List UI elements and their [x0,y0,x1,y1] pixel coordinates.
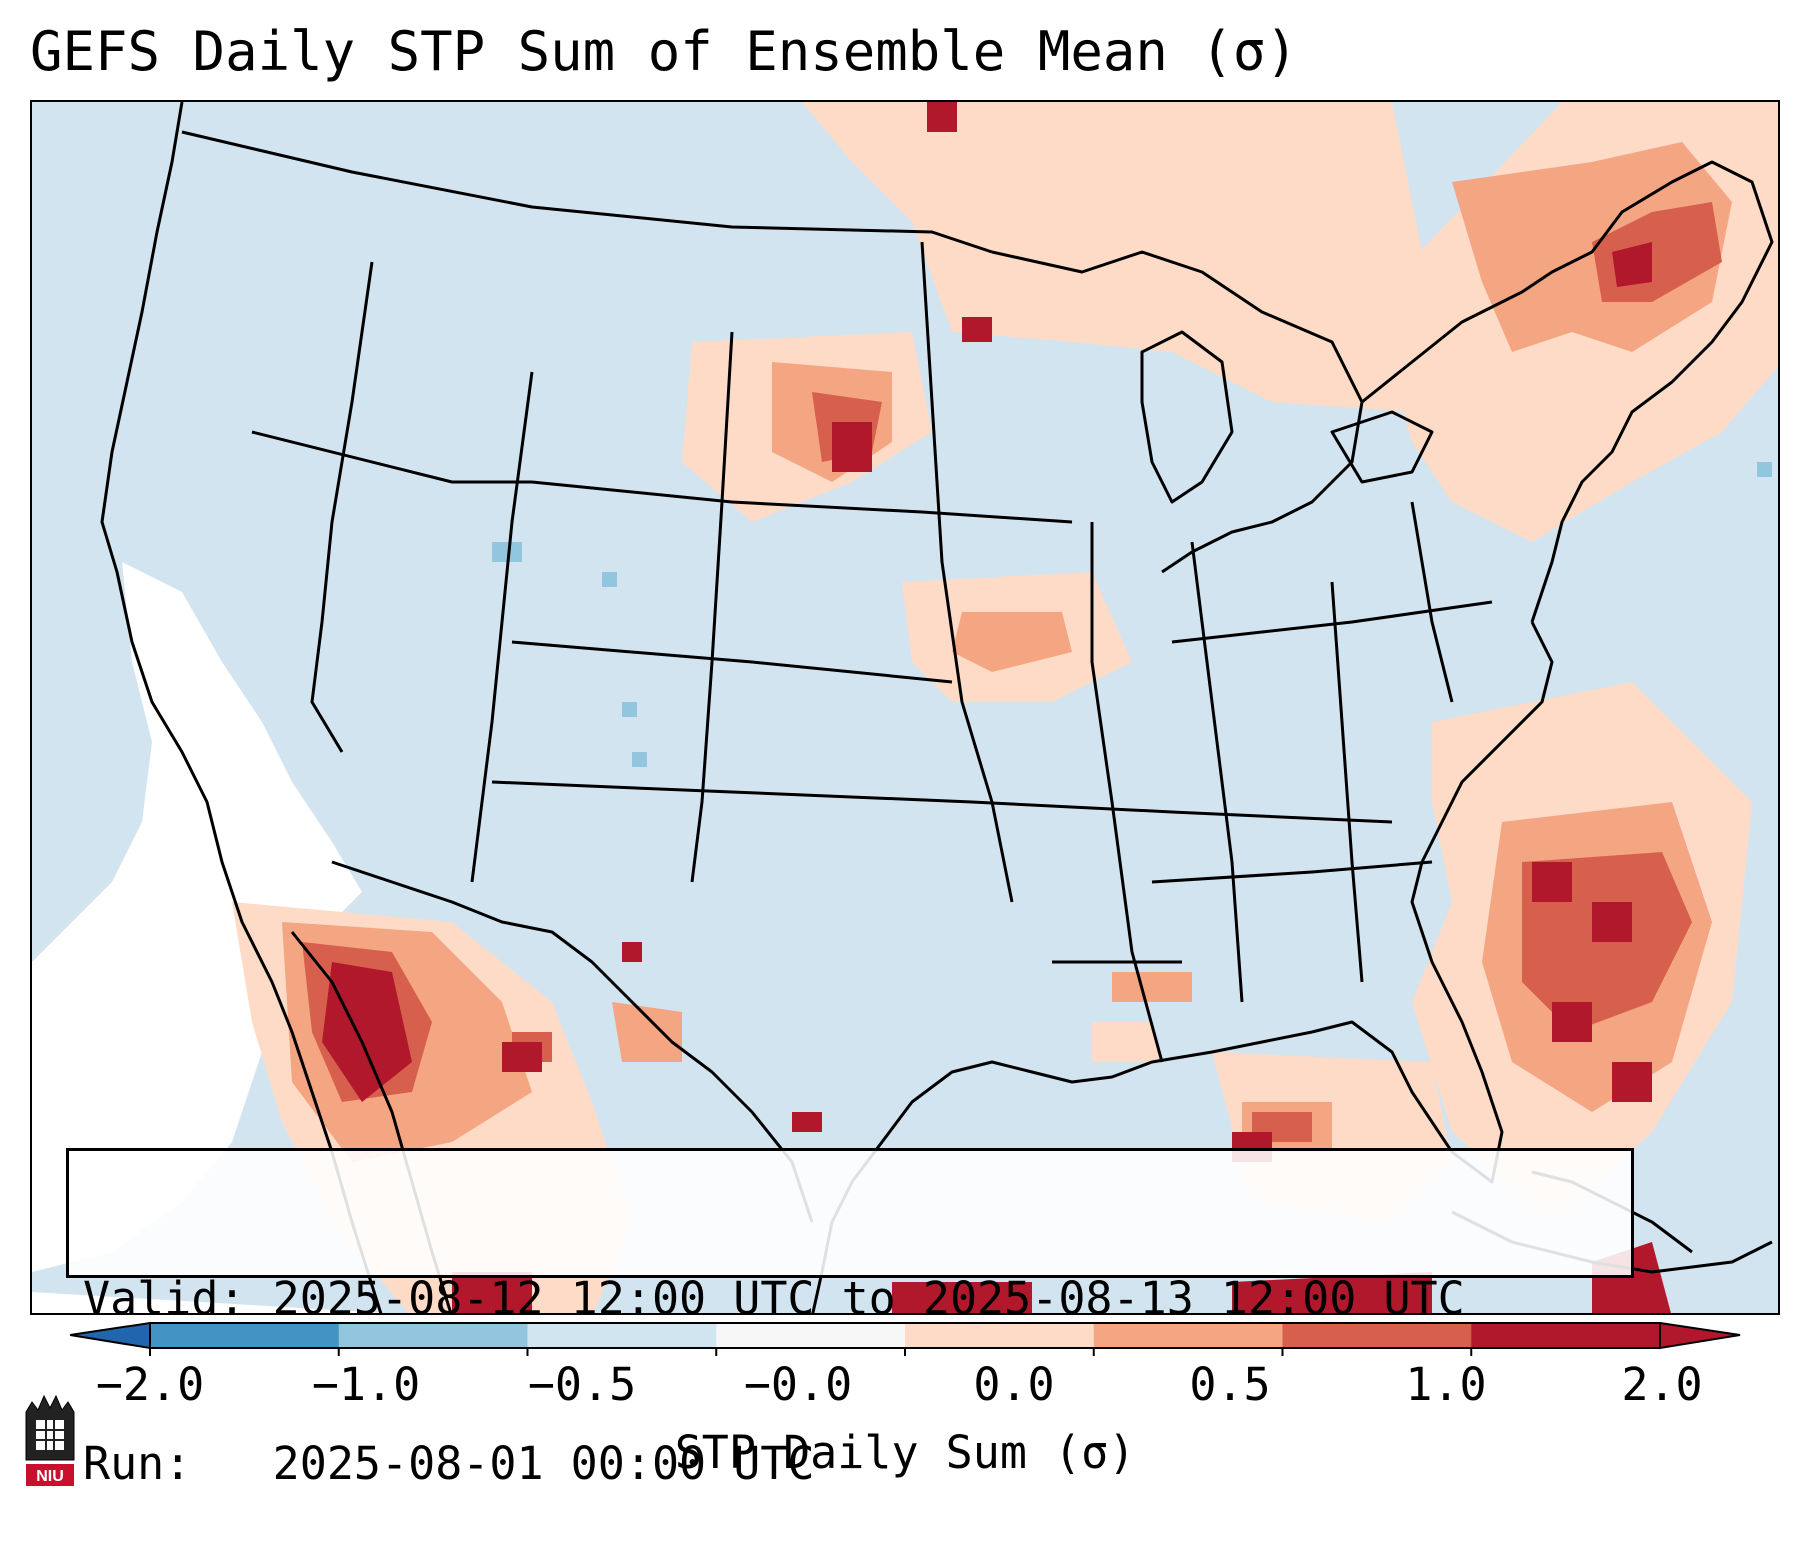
chart-title: GEFS Daily STP Sum of Ensemble Mean (σ) [30,20,1298,83]
valid-run-info-box: Valid: 2025-08-12 12:00 UTC to 2025-08-1… [66,1148,1634,1490]
colorbar-segment-7 [1471,1323,1661,1348]
cb-tick-label-7: 2.0 [1621,1358,1703,1411]
colorbar-segments [149,1322,1661,1349]
colorbar-ticks [149,1348,1473,1356]
colorbar-segment-5 [1093,1323,1283,1348]
colorbar-extend-high [1659,1321,1741,1350]
run-value: 2025-08-01 00:00 UTC [272,1437,815,1490]
colorbar-segment-0 [150,1323,340,1348]
logo-text: NIU [36,1468,64,1485]
valid-label: Valid: [83,1272,246,1325]
cb-tick-label-5: 0.5 [1189,1358,1271,1411]
niu-logo: NIU [25,1394,75,1486]
colorbar-extend-low [70,1321,151,1350]
cb-tick-label-3: −0.0 [743,1358,853,1411]
positive-anomaly-field [232,102,1778,1313]
colorbar-segment-6 [1282,1323,1472,1348]
valid-line: Valid: 2025-08-12 12:00 UTC to 2025-08-1… [83,1271,1617,1326]
map-panel [30,100,1780,1315]
cb-tick-label-0: −2.0 [95,1358,205,1411]
cb-tick-label-6: 1.0 [1405,1358,1487,1411]
cb-tick-label-1: −1.0 [311,1358,421,1411]
colorbar-segment-1 [338,1323,528,1348]
colorbar-segment-2 [527,1323,717,1348]
run-label: Run: [83,1437,192,1490]
cb-tick-label-2: −0.5 [527,1358,637,1411]
cb-tick-label-4: 0.0 [973,1358,1055,1411]
colorbar-segment-3 [716,1323,906,1348]
colorbar [70,1321,1741,1356]
colorbar-segment-4 [905,1323,1095,1348]
valid-value: 2025-08-12 12:00 UTC to 2025-08-13 12:00… [272,1272,1465,1325]
map-canvas [32,102,1778,1313]
near-zero-field [32,562,385,1313]
land-outlines [100,102,1774,1313]
run-line: Run: 2025-08-01 00:00 UTC [83,1436,1617,1491]
colorbar-title: STP Daily Sum (σ) [674,1426,1136,1479]
